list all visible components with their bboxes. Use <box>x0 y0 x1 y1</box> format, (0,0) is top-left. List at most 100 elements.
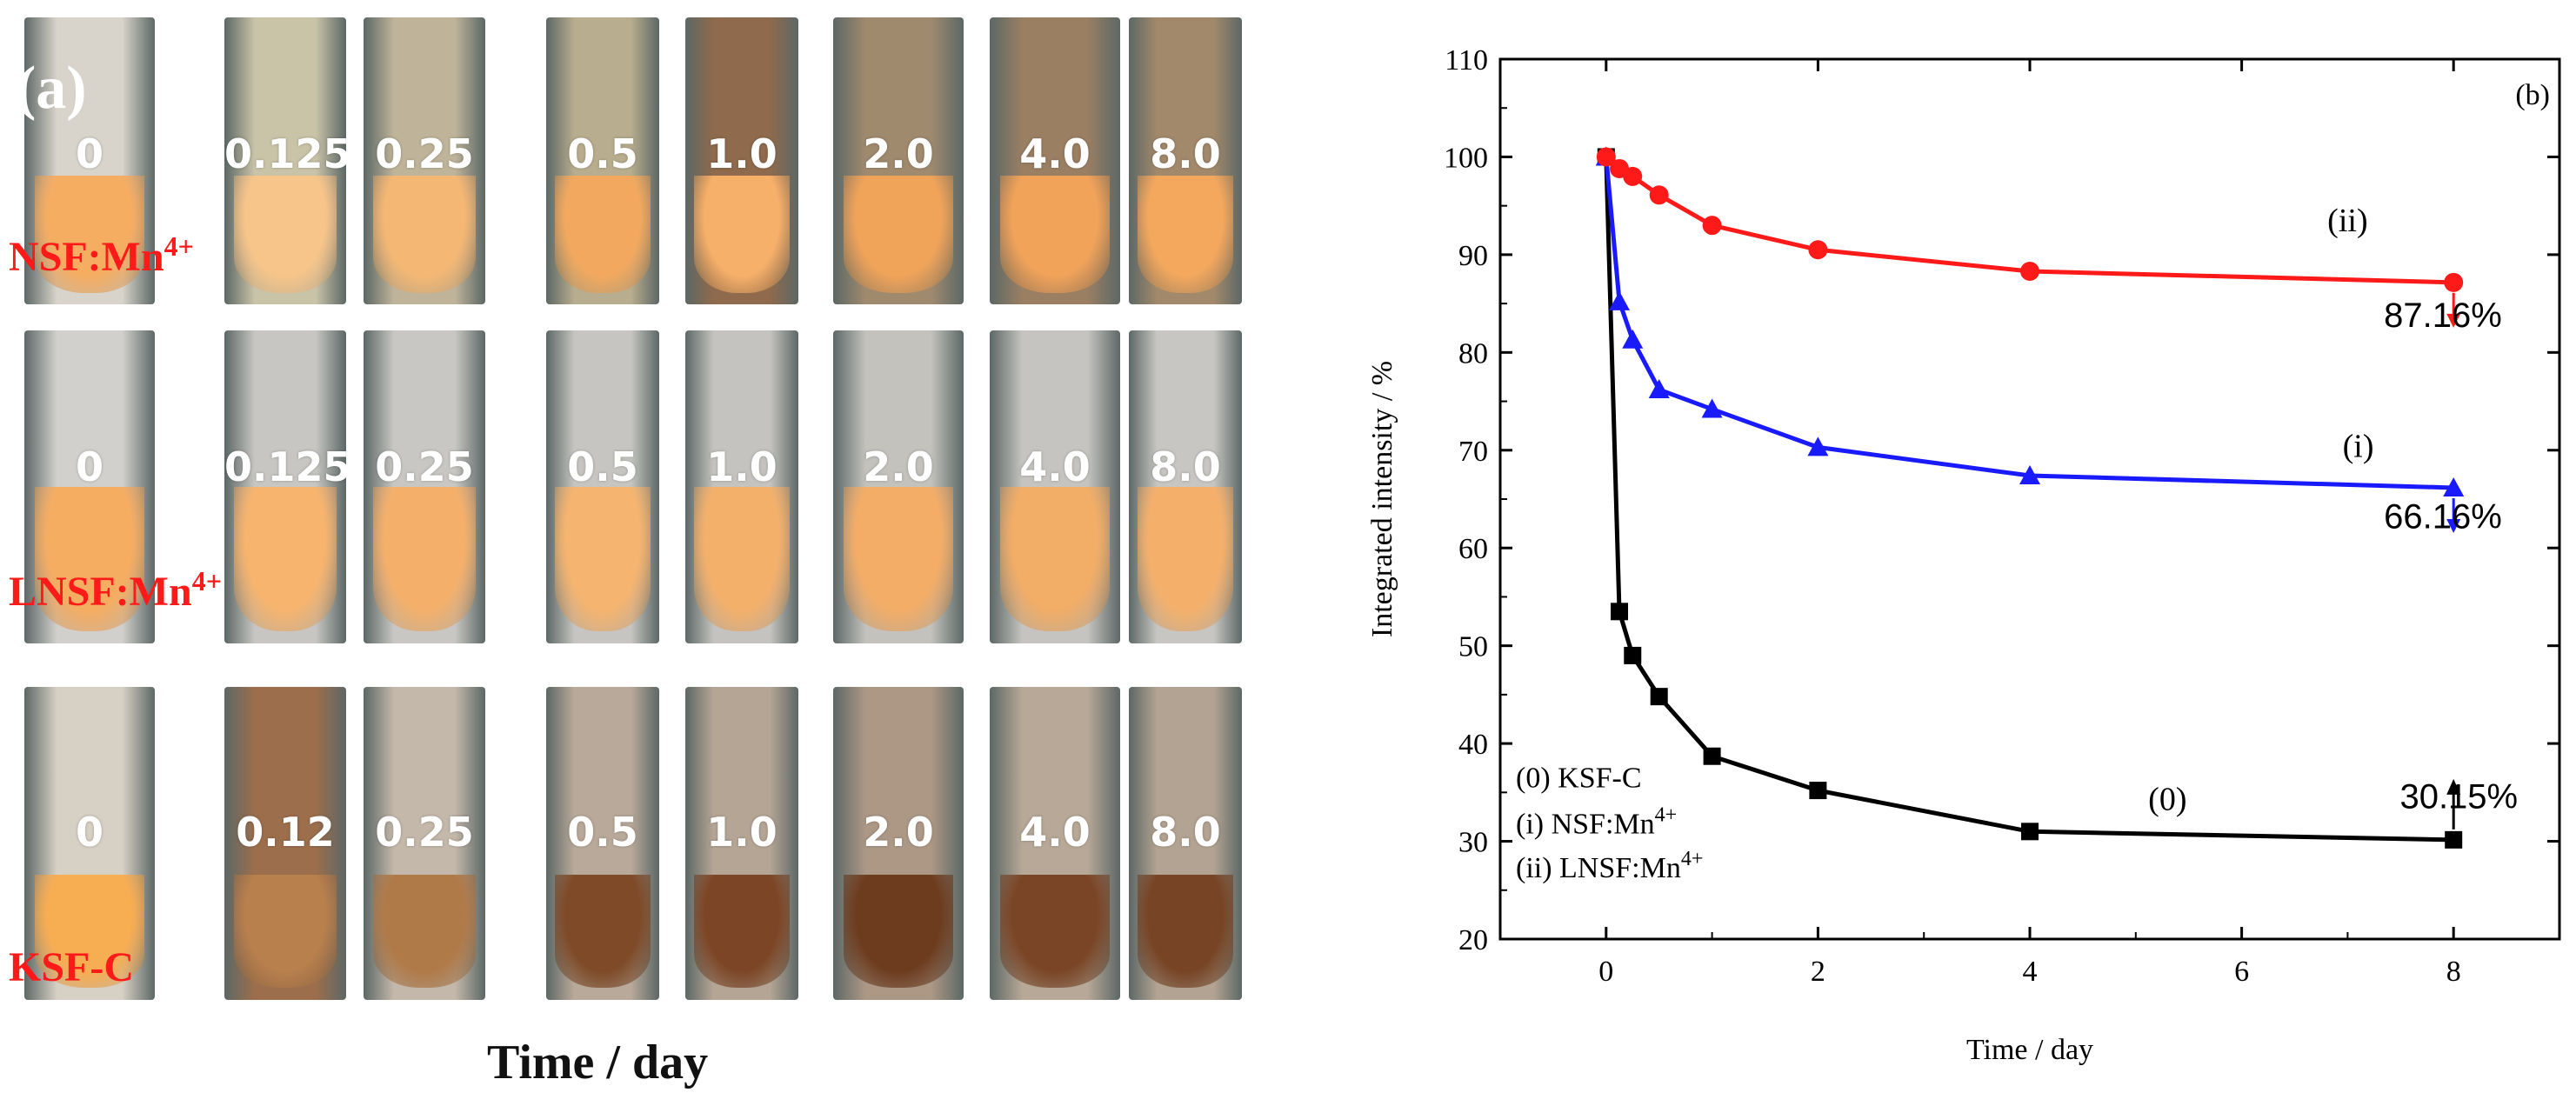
y-tick-label: 70 <box>1458 436 1488 468</box>
legend-entry: (0) KSF-C <box>1516 763 1642 795</box>
vial-liquid <box>234 487 337 631</box>
vial-photo: 0.5 <box>546 687 659 1000</box>
vial-photo: 8.0 <box>1129 17 1242 304</box>
vial-photo: 0 <box>24 17 155 304</box>
vial-time-label: 4.0 <box>1019 809 1091 856</box>
vial-photo: 0 <box>24 330 155 643</box>
vial-liquid <box>234 875 337 988</box>
data-point <box>1809 782 1827 800</box>
data-point <box>2443 476 2465 496</box>
panel-b-tag: (b) <box>2515 79 2550 111</box>
legend-entry: (ii) LNSF:Mn4+ <box>1516 848 1703 884</box>
vial-time-label: 2.0 <box>863 809 934 856</box>
vial-time-label: 8.0 <box>1150 130 1221 177</box>
vial-liquid <box>1138 175 1233 293</box>
vial-photo: 8.0 <box>1129 330 1242 643</box>
vial-photo: 1.0 <box>685 330 798 643</box>
data-point <box>1703 747 1721 765</box>
vial-time-label: 0.12 <box>236 809 335 856</box>
y-tick-label: 30 <box>1458 827 1488 859</box>
panel-a-tag: (a) <box>16 55 87 122</box>
vial-photo: 0.12 <box>224 687 346 1000</box>
y-tick-label: 40 <box>1458 729 1488 761</box>
vial-time-label: 4.0 <box>1019 443 1091 490</box>
stability-chart: 0 2 4 6 8 20 30 40 50 60 70 80 90 100 110 (0) 30.15% (i)… <box>1366 44 2561 1066</box>
vial-liquid <box>1000 175 1110 293</box>
vial-time-label: 0.25 <box>375 130 474 177</box>
vial-time-label: 2.0 <box>863 130 934 177</box>
end-value-label: 30.15% <box>2399 777 2518 816</box>
vial-photo: 1.0 <box>685 687 798 1000</box>
series-tag-label: (i) <box>2343 429 2374 465</box>
series-tag-label: (ii) <box>2327 203 2367 239</box>
vial-time-label: 0.5 <box>567 443 638 490</box>
vial-time-label: 0 <box>75 130 103 177</box>
vial-photo: 0.25 <box>364 17 485 304</box>
data-point <box>1609 290 1631 310</box>
vial-liquid <box>694 175 790 293</box>
y-tick-label: 20 <box>1458 924 1488 956</box>
data-point <box>1611 603 1629 621</box>
y-tick-label: 110 <box>1445 44 1488 77</box>
y-tick-label: 60 <box>1458 533 1488 565</box>
vial-liquid <box>844 875 953 988</box>
data-point <box>2445 830 2463 849</box>
x-tick-label: 4 <box>2023 956 2038 988</box>
data-point <box>1649 185 1669 205</box>
data-point <box>2019 465 2040 485</box>
vial-liquid <box>35 875 144 988</box>
tick-layer: 0 2 4 6 8 20 30 40 50 60 70 80 90 100 110 <box>1444 44 2560 988</box>
x-axis-title: Time / day <box>1966 1034 2093 1066</box>
vial-liquid <box>35 175 144 293</box>
series-layer <box>1595 146 2465 849</box>
vial-liquid <box>373 175 476 293</box>
vial-time-label: 1.0 <box>706 130 777 177</box>
data-point <box>1807 436 1829 456</box>
vial-photo: 0.25 <box>364 330 485 643</box>
vial-liquid <box>1000 875 1110 988</box>
vial-photo: 0.125 <box>224 330 346 643</box>
y-tick-label: 80 <box>1458 337 1488 370</box>
photo-panel-xlabel: Time / day <box>487 1036 709 1089</box>
x-tick-label: 2 <box>1811 956 1825 988</box>
data-point <box>1701 398 1723 418</box>
vial-liquid <box>1138 487 1233 631</box>
data-point <box>1808 240 1828 260</box>
x-tick-label: 6 <box>2234 956 2249 988</box>
vial-time-label: 0 <box>75 809 103 856</box>
x-tick-label: 8 <box>2446 956 2461 988</box>
vial-photo: 4.0 <box>990 330 1120 643</box>
data-point <box>1624 646 1642 664</box>
vial-photo: 0.5 <box>546 330 659 643</box>
vial-liquid <box>844 487 953 631</box>
vial-time-label: 0.5 <box>567 130 638 177</box>
vial-photo: 2.0 <box>833 330 964 643</box>
arrow-head <box>2446 518 2461 533</box>
vial-time-label: 1.0 <box>706 443 777 490</box>
series-line <box>1604 157 2454 843</box>
vial-liquid <box>373 875 476 988</box>
y-tick-label: 90 <box>1458 240 1488 272</box>
series-line <box>1604 157 2454 490</box>
sample-row-label: NSF:Mn4+ <box>9 230 194 280</box>
data-point <box>1622 329 1644 349</box>
vial-liquid <box>694 875 790 988</box>
end-value-label: 66.16% <box>2384 498 2502 536</box>
label-layer: (0) 30.15% (i) 66.16% (ii) 87.16% (0) KSF-C (i)… <box>1516 203 2518 884</box>
y-tick-label: 50 <box>1458 631 1488 663</box>
sample-row-label: KSF-C <box>9 944 134 990</box>
legend-entry: (i) NSF:Mn4+ <box>1516 804 1677 841</box>
vial-time-label: 0.125 <box>224 130 346 177</box>
data-point <box>1623 166 1643 186</box>
sample-row-label: LNSF:Mn4+ <box>9 565 222 615</box>
vial-time-label: 1.0 <box>706 809 777 856</box>
vial-time-label: 0.25 <box>375 809 474 856</box>
vial-time-label: 8.0 <box>1150 443 1221 490</box>
series-tag-label: (0) <box>2148 782 2186 818</box>
data-point <box>1596 147 1616 167</box>
vial-liquid <box>1138 875 1233 988</box>
data-point <box>2020 262 2039 282</box>
data-point <box>1648 379 1670 399</box>
vial-photo: 4.0 <box>990 687 1120 1000</box>
vial-time-label: 8.0 <box>1150 809 1221 856</box>
